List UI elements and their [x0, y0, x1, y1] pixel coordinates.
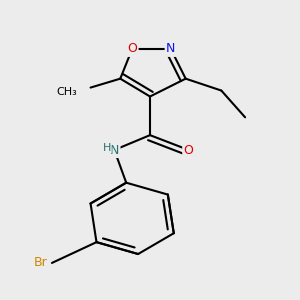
Text: O: O — [127, 42, 137, 56]
Text: O: O — [184, 143, 194, 157]
Text: H: H — [103, 142, 111, 153]
Text: N: N — [110, 143, 119, 157]
Text: Br: Br — [34, 256, 47, 269]
Text: N: N — [166, 42, 176, 56]
Text: CH₃: CH₃ — [56, 87, 77, 97]
